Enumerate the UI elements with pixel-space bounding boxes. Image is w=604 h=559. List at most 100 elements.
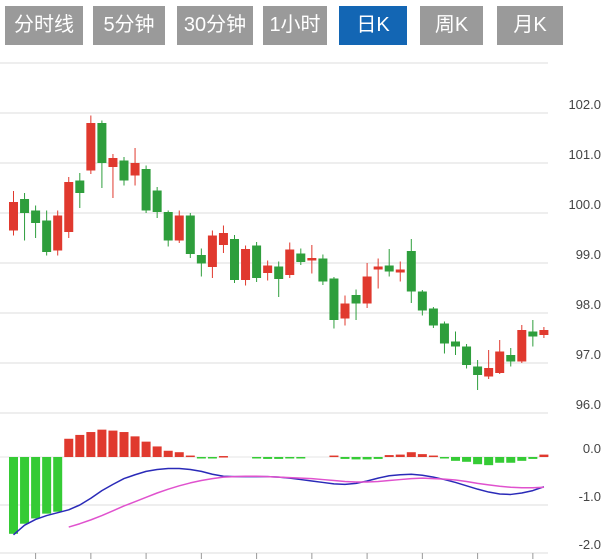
candle <box>119 157 129 186</box>
candle <box>329 277 339 329</box>
candle <box>141 165 151 213</box>
candle <box>20 193 30 241</box>
candle <box>384 249 394 277</box>
candle <box>241 245 251 286</box>
candle <box>517 325 527 363</box>
macd-bar-negative <box>528 457 538 459</box>
macd-bar-negative <box>506 457 516 463</box>
svg-text:96.0: 96.0 <box>576 397 601 412</box>
candle <box>539 327 549 338</box>
candle <box>506 348 516 367</box>
svg-text:102.0: 102.0 <box>568 97 601 112</box>
candle <box>318 254 328 285</box>
macd-bar-negative <box>207 457 217 459</box>
candle <box>274 261 284 297</box>
candle <box>174 210 184 243</box>
macd-bar-positive <box>428 455 438 458</box>
svg-text:98.0: 98.0 <box>576 297 601 312</box>
macd-bar-positive <box>539 454 549 457</box>
candle <box>230 235 239 283</box>
macd-gridlines <box>0 456 548 554</box>
macd-bar-negative <box>9 457 18 534</box>
macd-bar-negative <box>451 457 460 461</box>
candle <box>406 239 416 303</box>
macd-bar-negative <box>340 457 350 459</box>
macd-bar-negative <box>439 457 449 459</box>
macd-bar-negative <box>495 457 505 463</box>
macd-bar-positive <box>218 456 228 458</box>
svg-text:97.0: 97.0 <box>576 347 601 362</box>
candle <box>263 260 273 281</box>
candle <box>9 191 18 236</box>
macd-bar-positive <box>152 446 162 457</box>
candle <box>296 248 306 265</box>
candle <box>528 320 538 347</box>
svg-text:100.0: 100.0 <box>568 197 601 212</box>
macd-bar-negative <box>252 457 262 459</box>
macd-bar-negative <box>362 457 372 460</box>
candle <box>42 210 52 256</box>
candle <box>462 344 472 369</box>
macd-bar-positive <box>108 430 118 457</box>
macd-histogram <box>9 429 549 534</box>
macd-axis-labels: 0.0 -1.0 -2.0 <box>579 441 601 552</box>
macd-bar-positive <box>174 452 184 457</box>
candle <box>285 242 295 278</box>
period-tabbar: 分时线 5分钟 30分钟 1小时 日K 周K 月K <box>0 0 604 50</box>
macd-bar-positive <box>75 434 85 457</box>
macd-bar-negative <box>42 457 52 514</box>
candle <box>97 120 107 188</box>
macd-bar-positive <box>417 454 427 457</box>
candle <box>252 242 262 282</box>
candle <box>86 115 96 174</box>
tab-5min[interactable]: 5分钟 <box>93 6 165 45</box>
candle <box>207 230 217 278</box>
macd-bar-negative <box>462 457 472 462</box>
macd-bar-positive <box>119 432 129 457</box>
macd-bar-positive <box>384 455 394 457</box>
tab-daily-k[interactable]: 日K <box>339 6 407 45</box>
price-axis-labels: 102.0 101.0 100.0 99.0 98.0 97.0 96.0 <box>568 97 601 412</box>
macd-bar-positive <box>64 438 74 457</box>
candle-series <box>9 115 549 390</box>
tab-timeline[interactable]: 分时线 <box>5 6 83 45</box>
macd-bar-negative <box>373 457 383 459</box>
macd-bar-negative <box>31 457 41 519</box>
candle <box>196 248 206 277</box>
macd-bar-negative <box>296 457 306 459</box>
candle <box>152 187 162 218</box>
svg-text:-1.0: -1.0 <box>579 489 601 504</box>
macd-bar-negative <box>274 457 284 459</box>
tab-1hour[interactable]: 1小时 <box>263 6 327 45</box>
candle <box>495 340 505 374</box>
macd-bar-negative <box>263 457 273 459</box>
candle <box>351 289 361 320</box>
tab-monthly-k[interactable]: 月K <box>497 6 563 45</box>
macd-bar-negative <box>473 457 483 465</box>
candle <box>130 148 140 186</box>
svg-text:0.0: 0.0 <box>583 441 601 456</box>
candle <box>108 154 118 198</box>
x-axis-ticks <box>35 553 534 559</box>
macd-bar-negative <box>285 457 295 459</box>
macd-bar-positive <box>86 432 96 457</box>
candle <box>473 360 483 390</box>
svg-text:-2.0: -2.0 <box>579 537 601 552</box>
macd-bar-positive <box>163 450 173 457</box>
tab-weekly-k[interactable]: 周K <box>420 6 483 45</box>
candle <box>218 225 228 253</box>
macd-bar-negative <box>53 457 63 512</box>
macd-bar-positive <box>97 429 107 457</box>
candle <box>428 307 438 328</box>
dea-line <box>68 475 544 528</box>
macd-bar-negative <box>484 457 494 466</box>
macd-bar-positive <box>130 436 140 457</box>
svg-text:101.0: 101.0 <box>568 147 601 162</box>
dif-line <box>13 467 545 536</box>
tab-30min[interactable]: 30分钟 <box>177 6 253 45</box>
macd-bar-negative <box>517 457 527 461</box>
macd-bar-positive <box>329 455 339 458</box>
candle <box>373 258 383 289</box>
candle <box>439 321 449 354</box>
